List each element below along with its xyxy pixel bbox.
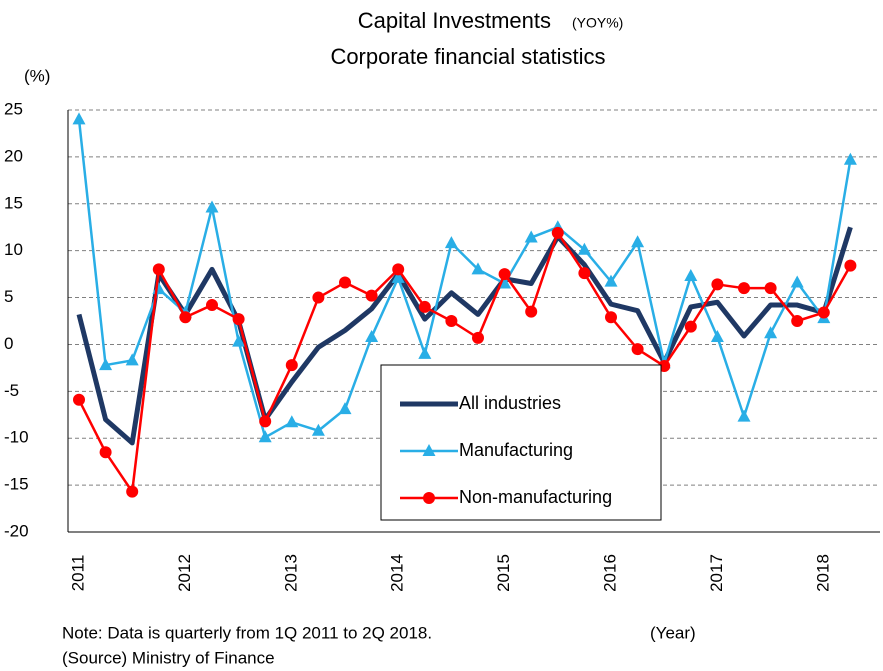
point bbox=[206, 299, 218, 312]
point bbox=[152, 263, 165, 276]
point bbox=[764, 282, 777, 295]
point bbox=[791, 315, 804, 327]
chart-subtitle: Corporate financial statistics bbox=[330, 44, 605, 69]
y-tick-label: 5 bbox=[4, 287, 13, 306]
x-tick-label: 2015 bbox=[494, 554, 513, 592]
legend-label: All industries bbox=[459, 393, 561, 413]
point bbox=[631, 343, 644, 356]
point bbox=[711, 278, 724, 291]
point bbox=[577, 242, 591, 255]
point bbox=[285, 415, 299, 428]
x-tick-label: 2016 bbox=[600, 554, 619, 592]
point bbox=[790, 275, 804, 288]
y-tick-label: -20 bbox=[4, 521, 29, 540]
point bbox=[604, 274, 618, 287]
x-tick-label: 2012 bbox=[175, 554, 194, 592]
point bbox=[445, 315, 458, 327]
x-axis-label: (Year) bbox=[650, 623, 696, 642]
point bbox=[737, 409, 751, 422]
y-tick-label: 15 bbox=[4, 193, 23, 212]
source: (Source) Ministry of Finance bbox=[62, 648, 275, 667]
y-axis-label: (%) bbox=[24, 66, 50, 85]
point bbox=[339, 276, 351, 289]
point bbox=[312, 291, 325, 304]
title-note: (YOY%) bbox=[572, 15, 623, 31]
chart-title: Capital Investments bbox=[358, 8, 551, 33]
point bbox=[684, 320, 697, 333]
point bbox=[259, 415, 272, 428]
point bbox=[525, 305, 538, 318]
point bbox=[631, 235, 645, 248]
x-tick-label: 2013 bbox=[281, 554, 300, 592]
x-tick-label: 2014 bbox=[388, 554, 407, 592]
y-tick-label: 20 bbox=[4, 146, 23, 165]
point bbox=[232, 313, 245, 326]
point bbox=[179, 311, 192, 324]
point bbox=[444, 236, 458, 249]
y-tick-label: -10 bbox=[4, 428, 29, 447]
point bbox=[472, 331, 484, 344]
point bbox=[125, 353, 139, 366]
legend-marker bbox=[422, 444, 436, 456]
point bbox=[311, 423, 325, 436]
legend-marker bbox=[423, 492, 435, 504]
series-line bbox=[76, 226, 853, 446]
point bbox=[843, 152, 857, 165]
point bbox=[99, 358, 113, 371]
note: Note: Data is quarterly from 1Q 2011 to … bbox=[62, 623, 432, 642]
point bbox=[72, 112, 86, 125]
point bbox=[392, 263, 405, 276]
point bbox=[73, 393, 85, 406]
point bbox=[285, 359, 298, 372]
y-tick-label: 0 bbox=[4, 334, 13, 353]
x-tick-label: 2018 bbox=[813, 554, 832, 592]
point bbox=[498, 276, 512, 289]
legend-label: Non-manufacturing bbox=[459, 487, 612, 507]
point bbox=[578, 267, 591, 280]
y-tick-label: -15 bbox=[4, 475, 29, 494]
point bbox=[338, 402, 352, 415]
point bbox=[738, 282, 750, 295]
point bbox=[551, 226, 564, 239]
point bbox=[418, 346, 432, 359]
x-tick-label: 2011 bbox=[68, 555, 87, 592]
point bbox=[365, 329, 379, 342]
point bbox=[232, 334, 246, 347]
point bbox=[498, 268, 511, 281]
point bbox=[524, 230, 538, 243]
point bbox=[205, 200, 219, 213]
point bbox=[99, 446, 112, 459]
point bbox=[471, 262, 485, 275]
point bbox=[684, 268, 698, 281]
y-tick-label: 25 bbox=[4, 99, 23, 118]
point bbox=[365, 289, 378, 302]
point bbox=[817, 306, 830, 319]
point bbox=[710, 329, 724, 342]
y-tick-label: -5 bbox=[4, 381, 19, 400]
point bbox=[844, 259, 857, 272]
legend-label: Manufacturing bbox=[459, 440, 573, 460]
point bbox=[418, 300, 431, 313]
x-tick-label: 2017 bbox=[707, 554, 726, 592]
point bbox=[764, 326, 778, 339]
point bbox=[258, 430, 272, 443]
point bbox=[605, 311, 617, 324]
point bbox=[391, 270, 405, 283]
point bbox=[126, 485, 139, 498]
series-line bbox=[77, 119, 852, 439]
y-tick-label: 10 bbox=[4, 240, 23, 259]
